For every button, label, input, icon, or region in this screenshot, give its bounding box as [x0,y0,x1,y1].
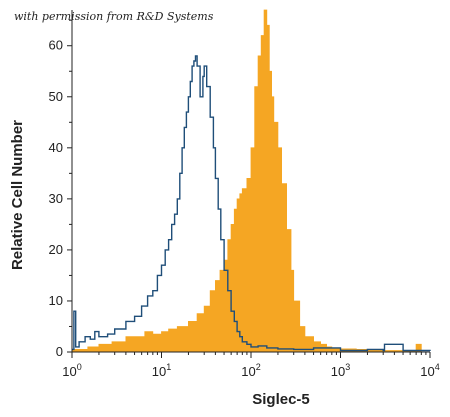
x-tick-label: 104 [420,362,439,379]
x-tick-label: 100 [62,362,81,379]
y-axis-ticks: 0 10 20 30 40 50 60 [49,19,72,359]
y-tick-label: 30 [49,191,63,206]
outline-histogram-line [72,55,431,352]
y-tick-label: 50 [49,89,63,104]
plot-area [71,9,431,353]
y-axis-label: Relative Cell Number [9,120,26,270]
filled-histogram-area [71,9,422,353]
y-tick-label: 60 [49,38,63,53]
siglec5-stained-series [71,9,422,353]
x-axis-label: Siglec-5 [252,391,310,408]
y-tick-label: 40 [49,140,63,155]
x-tick-label: 102 [241,362,260,379]
x-tick-label: 101 [152,362,171,379]
x-axis-ticks: 100 101 102 103 104 [62,352,440,379]
y-tick-label: 0 [56,344,63,359]
y-tick-label: 10 [49,293,63,308]
isotype-control-series [72,55,431,352]
x-tick-label: 103 [331,362,350,379]
credit-text: with permission from R&D Systems [14,10,214,23]
y-tick-label: 20 [49,242,63,257]
